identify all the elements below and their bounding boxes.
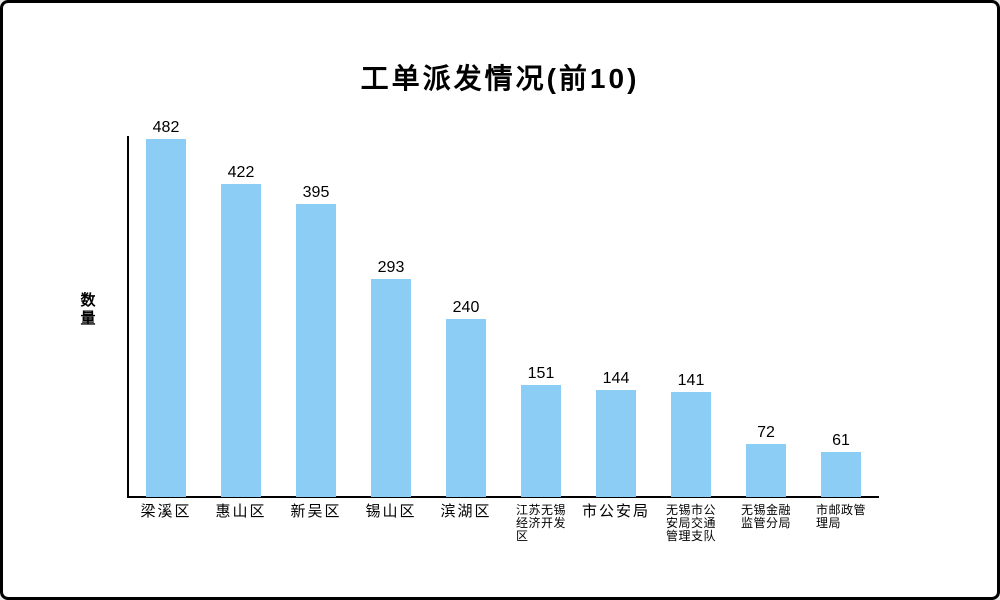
x-axis-line [127, 496, 879, 498]
x-tick-label-text: 惠山区 [215, 503, 267, 520]
bar [296, 204, 336, 497]
x-tick-label-text: 江苏无锡 经济开发 区 [515, 503, 566, 543]
x-tick-label: 新吴区 [278, 504, 354, 519]
x-tick-label-text: 市邮政管 理局 [815, 503, 866, 530]
x-tick-label: 无锡金融 监管分局 [728, 504, 804, 530]
bar-value-label: 240 [452, 299, 480, 316]
bar [371, 279, 411, 497]
x-tick-label-text: 新吴区 [290, 503, 342, 520]
x-tick-label: 滨湖区 [428, 504, 504, 519]
x-tick-label-text: 市公安局 [581, 503, 650, 520]
bar [521, 385, 561, 497]
x-tick-label: 惠山区 [203, 504, 279, 519]
y-axis-label: 数量 [80, 292, 96, 327]
bar-value-label: 293 [377, 259, 405, 276]
x-tick-label-text: 无锡市公 安局交通 管理支队 [665, 503, 716, 543]
bar [446, 319, 486, 497]
bar-value-label: 61 [832, 432, 850, 449]
bar-value-label: 72 [757, 424, 775, 441]
x-tick-label: 市邮政管 理局 [803, 504, 879, 530]
x-tick-label: 无锡市公 安局交通 管理支队 [653, 504, 729, 543]
x-tick-label-text: 滨湖区 [440, 503, 492, 520]
x-tick-label-text: 锡山区 [365, 503, 417, 520]
x-tick-label: 锡山区 [353, 504, 429, 519]
x-tick-label-text: 无锡金融 监管分局 [740, 503, 791, 530]
bar-value-label: 482 [152, 119, 180, 136]
x-tick-label-text: 梁溪区 [140, 503, 192, 520]
x-tick-label: 江苏无锡 经济开发 区 [503, 504, 579, 543]
bar [146, 139, 186, 497]
bar [671, 392, 711, 497]
bar [746, 444, 786, 497]
bar-value-label: 395 [302, 184, 330, 201]
bar-value-label: 141 [677, 372, 705, 389]
bar-value-label: 422 [227, 164, 255, 181]
bar-value-label: 144 [602, 370, 630, 387]
x-tick-label: 梁溪区 [128, 504, 204, 519]
bar [596, 390, 636, 497]
bar-value-label: 151 [527, 365, 555, 382]
x-tick-label: 市公安局 [578, 504, 654, 519]
chart-title: 工单派发情况(前10) [360, 63, 640, 94]
bar [221, 184, 261, 497]
bar [821, 452, 861, 497]
y-axis-line [127, 136, 129, 498]
